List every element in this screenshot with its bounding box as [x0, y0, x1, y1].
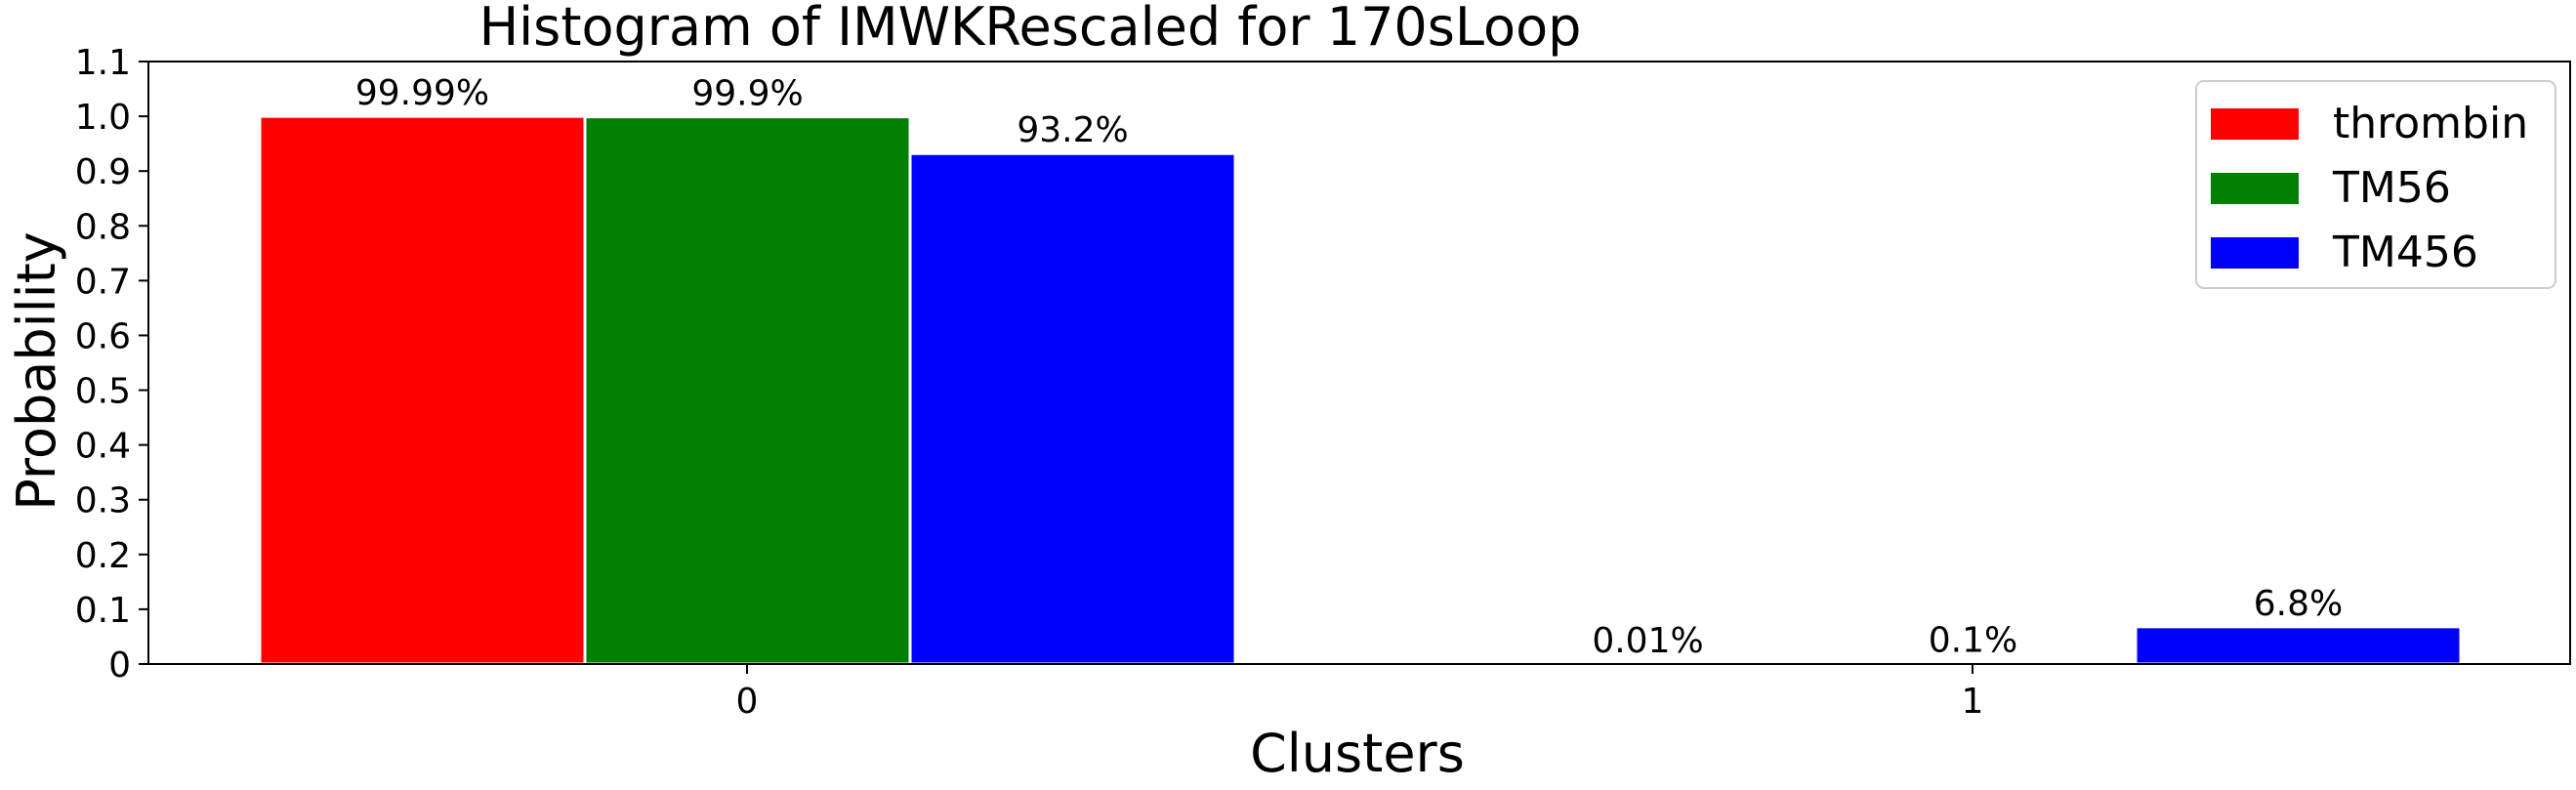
x-tick-label: 1 — [1962, 682, 1984, 722]
legend-label: thrombin — [2333, 99, 2528, 148]
data-label: 0.1% — [1929, 620, 2017, 660]
y-tick-label: 0.3 — [75, 481, 131, 521]
y-tick-label: 1.1 — [75, 43, 131, 83]
y-tick-label: 0.7 — [75, 262, 131, 302]
bar-TM456-1 — [2134, 625, 2463, 666]
x-axis-label: Clusters — [1250, 723, 1465, 784]
chart-title: Histogram of IMWKRescaled for 170sLoop — [479, 0, 1582, 58]
plot-area: 0 0.1 0.2 0.3 0.4 0.5 0.6 0.7 0.8 0.9 1.0 1.1 99.99%… — [75, 43, 2571, 722]
data-label: 99.9% — [691, 74, 803, 114]
y-tick-label: 0 — [108, 645, 131, 686]
data-label: 0.01% — [1592, 621, 1703, 661]
data-label: 93.2% — [1017, 110, 1128, 150]
y-tick-label: 0.1 — [75, 591, 131, 631]
bar-TM456-0 — [908, 151, 1237, 666]
legend-swatch-TM56 — [2211, 173, 2299, 204]
y-tick-label: 0.5 — [75, 372, 131, 412]
y-tick-label: 0.4 — [75, 427, 131, 467]
legend-swatch-TM456 — [2211, 237, 2299, 269]
y-tick-label: 0.2 — [75, 536, 131, 576]
bar-thrombin-0 — [258, 114, 587, 666]
x-tick-label: 0 — [736, 682, 759, 722]
y-tick-label: 1.0 — [75, 98, 131, 138]
bar-TM56-0 — [583, 115, 912, 666]
y-tick-label: 0.8 — [75, 207, 131, 247]
y-tick-label: 0.9 — [75, 152, 131, 192]
data-label: 99.99% — [355, 73, 489, 113]
y-axis-label: Probability — [6, 231, 67, 510]
legend-swatch-thrombin — [2211, 108, 2299, 140]
legend-label: TM56 — [2332, 163, 2451, 213]
legend-label: TM456 — [2332, 228, 2478, 277]
y-tick-label: 0.6 — [75, 316, 131, 356]
axes-frame — [147, 61, 2571, 665]
legend: thrombin TM56 TM456 — [2195, 80, 2556, 289]
data-label: 6.8% — [2254, 584, 2343, 624]
